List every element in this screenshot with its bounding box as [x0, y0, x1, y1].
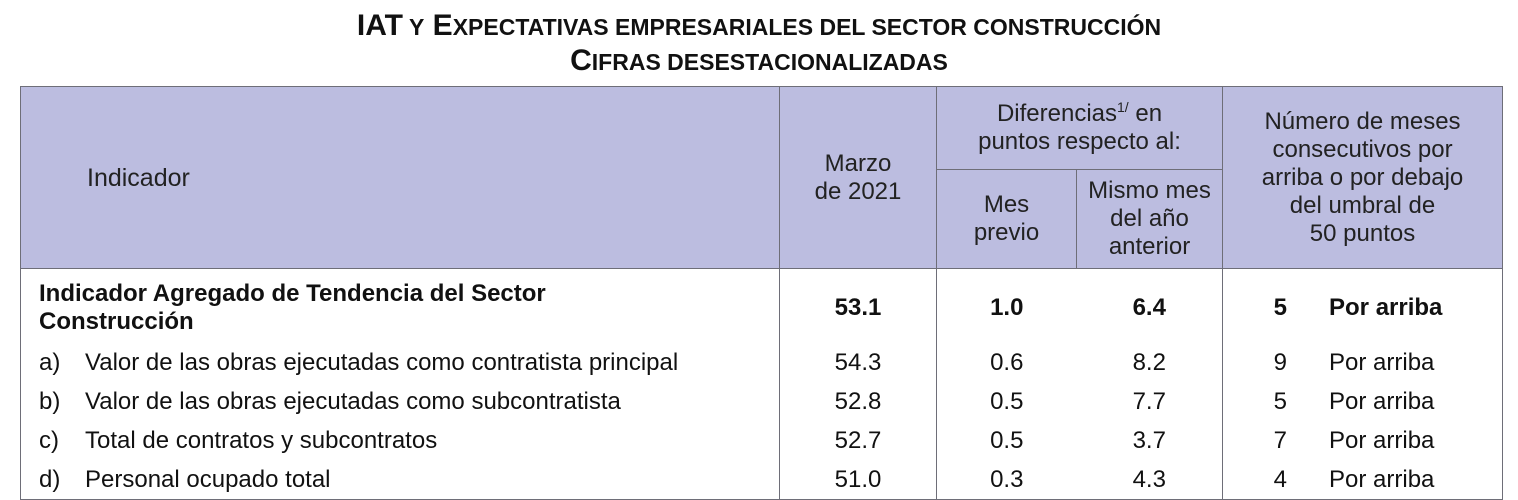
indicator-table-container: Indicador Marzo de 2021 Diferencias1/ en…	[20, 86, 1504, 500]
cell-marzo: 52.7	[779, 421, 937, 460]
indicator-table: Indicador Marzo de 2021 Diferencias1/ en…	[20, 86, 1504, 500]
header-numero-meses: Número de meses consecutivos por arriba …	[1222, 86, 1504, 269]
cell-mes-previo: 1.0	[936, 268, 1077, 343]
table-row: c) Total de contratos y subcontratos 52.7…	[20, 421, 1504, 460]
cell-mes-previo: 0.3	[936, 460, 1077, 500]
header-indicador: Indicador	[20, 86, 780, 269]
cell-mes-previo: 0.6	[936, 343, 1077, 382]
cell-mismo-mes: 8.2	[1076, 343, 1224, 382]
cell-mes-previo: 0.5	[936, 421, 1077, 460]
table-row: Indicador Agregado de Tendencia del Sect…	[20, 268, 1504, 343]
row-label: d) Personal ocupado total	[20, 460, 780, 500]
title-line-2: CIFRAS DESESTACIONALIZADAS	[570, 44, 948, 77]
header-mes-previo: Mes previo	[936, 169, 1077, 269]
header-marzo: Marzo de 2021	[779, 86, 937, 269]
row-label: b) Valor de las obras ejecutadas como sub…	[20, 382, 780, 421]
cell-mismo-mes: 7.7	[1076, 382, 1224, 421]
cell-marzo: 51.0	[779, 460, 937, 500]
cell-mismo-mes: 6.4	[1076, 268, 1224, 343]
cell-marzo: 54.3	[779, 343, 937, 382]
row-label: Indicador Agregado de Tendencia del Sect…	[20, 268, 780, 343]
row-label: a) Valor de las obras ejecutadas como con…	[20, 343, 780, 382]
table-body: Indicador Agregado de Tendencia del Sect…	[20, 268, 1504, 500]
cell-mismo-mes: 4.3	[1076, 460, 1224, 500]
cell-meses-posicion: 9 Por arriba	[1222, 343, 1504, 382]
cell-marzo: 53.1	[779, 268, 937, 343]
cell-meses-posicion: 5 Por arriba	[1222, 268, 1504, 343]
header-mismo-mes: Mismo mes del año anterior	[1075, 169, 1224, 269]
table-row: b) Valor de las obras ejecutadas como sub…	[20, 382, 1504, 421]
title-line-1: IAT Y EXPECTATIVAS EMPRESARIALES DEL SEC…	[356, 9, 1162, 42]
cell-meses-posicion: 7 Por arriba	[1222, 421, 1504, 460]
cell-mismo-mes: 3.7	[1076, 421, 1224, 460]
cell-meses-posicion: 4 Por arriba	[1222, 460, 1504, 500]
cell-mes-previo: 0.5	[936, 382, 1077, 421]
page-title: IAT Y EXPECTATIVAS EMPRESARIALES DEL SEC…	[0, 8, 1518, 78]
cell-meses-posicion: 5 Por arriba	[1222, 382, 1504, 421]
cell-marzo: 52.8	[779, 382, 937, 421]
table-row: a) Valor de las obras ejecutadas como con…	[20, 343, 1504, 382]
header-diferencias: Diferencias1/ en puntos respecto al:	[935, 86, 1224, 170]
table-header: Indicador Marzo de 2021 Diferencias1/ en…	[20, 86, 1504, 269]
row-label: c) Total de contratos y subcontratos	[20, 421, 780, 460]
